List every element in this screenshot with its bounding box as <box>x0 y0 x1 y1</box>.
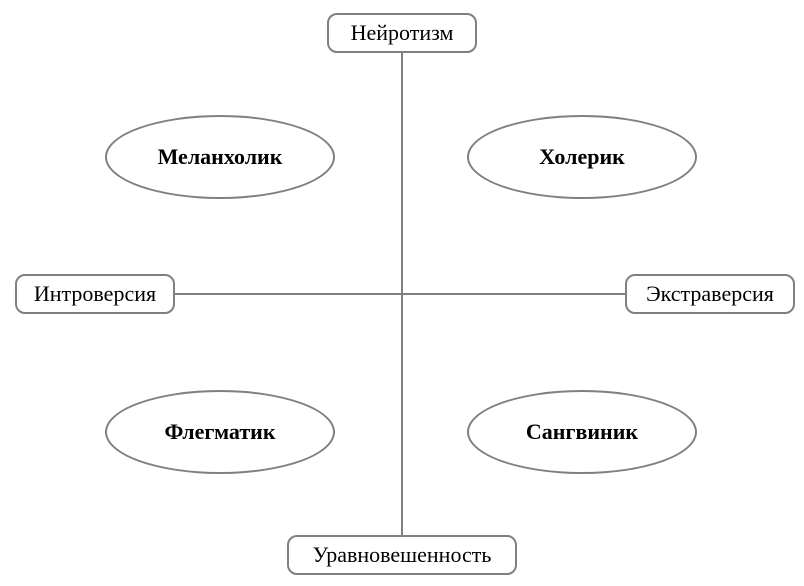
quadrant-top-left: Меланхолик <box>105 115 335 199</box>
quadrant-bottom-left: Флегматик <box>105 390 335 474</box>
quadrant-bottom-left-text: Флегматик <box>164 419 275 445</box>
axis-label-top-text: Нейротизм <box>351 20 454 46</box>
quadrant-bottom-right: Сангвиник <box>467 390 697 474</box>
axis-label-bottom-text: Уравновешенность <box>313 542 492 568</box>
quadrant-top-right: Холерик <box>467 115 697 199</box>
horizontal-axis <box>175 293 625 295</box>
quadrant-bottom-right-text: Сангвиник <box>526 419 638 445</box>
axis-label-right: Экстраверсия <box>625 274 795 314</box>
axis-label-top: Нейротизм <box>327 13 477 53</box>
axis-label-left-text: Интроверсия <box>34 281 156 307</box>
axis-label-right-text: Экстраверсия <box>646 281 774 307</box>
axis-label-left: Интроверсия <box>15 274 175 314</box>
quadrant-top-right-text: Холерик <box>539 144 625 170</box>
quadrant-top-left-text: Меланхолик <box>158 144 283 170</box>
axis-label-bottom: Уравновешенность <box>287 535 517 575</box>
